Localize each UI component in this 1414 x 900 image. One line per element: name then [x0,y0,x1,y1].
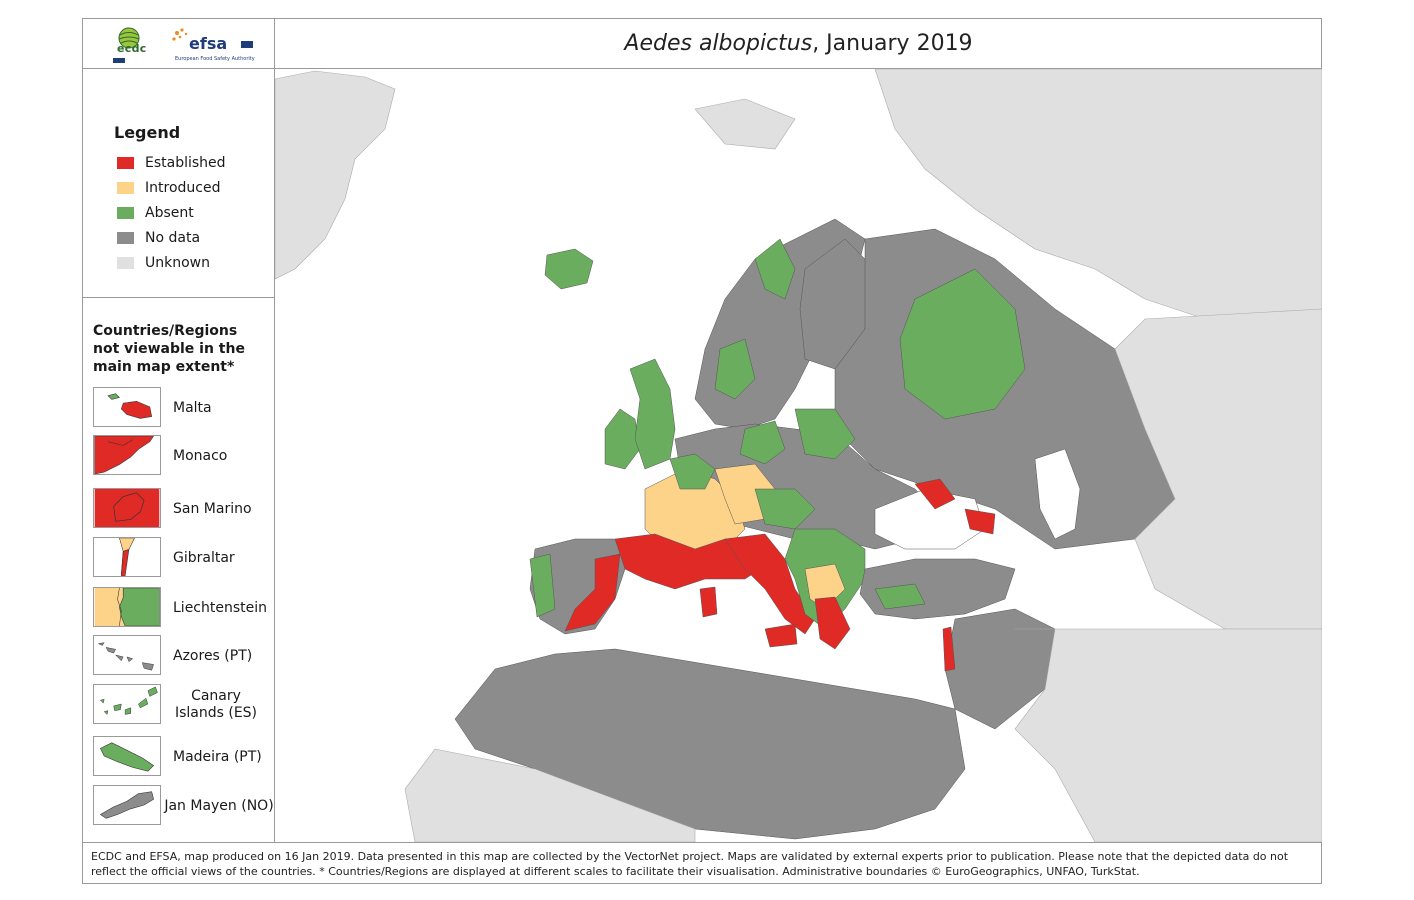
portugal-region [529,553,556,618]
inset-label-san-marino: San Marino [173,501,252,517]
legend-item-introduced: Introduced [117,180,220,196]
legend-item-unknown: Unknown [117,255,210,271]
central-asia-region [1114,308,1322,630]
austria-czech-region [754,488,816,530]
caspian-sea [1034,448,1081,540]
west-africa-region [404,748,696,842]
sweden-south-region [714,338,756,400]
legend-label: No data [145,230,201,246]
efsa-logo-subtitle: European Food Safety Authority [175,56,255,62]
inset-azores [93,635,161,675]
san-marino-shape-icon [94,489,160,527]
legend-swatch [117,257,134,269]
inset-liechtenstein [93,587,161,627]
title-period: , January 2019 [812,31,973,56]
legend-label: Established [145,155,226,171]
legend-sidebar: Legend Established Introduced Absent No … [83,69,275,842]
inset-san-marino [93,488,161,528]
inset-monaco [93,435,161,475]
inset-label-azores: Azores (PT) [173,648,253,664]
map-frame: ecdc efsa European Food Safety Authority… [82,18,1322,884]
legend-label: Absent [145,205,194,221]
legend-label: Unknown [145,255,210,271]
levant-coast-region [942,626,956,672]
legend-swatch [117,232,134,244]
north-norway-region [754,238,796,300]
inset-label-madeira: Madeira (PT) [173,749,262,765]
gibraltar-shape-icon [119,538,135,576]
legend-swatch [117,182,134,194]
efsa-logo-text: efsa [189,34,228,53]
inset-malta [93,387,161,427]
legend-swatch [117,157,134,169]
legend-divider [83,297,274,298]
inset-label-canary-islands: Canary Islands (ES) [174,688,258,721]
middle-east-region [944,608,1056,730]
logo-panel: ecdc efsa European Food Safety Authority [83,19,275,69]
arabia-region [1014,628,1322,842]
crimea-region [914,478,956,510]
canary-islands-shape-icon [99,686,158,715]
liechtenstein-shape-icon [94,588,160,626]
legend-swatch [117,207,134,219]
legend-label: Introduced [145,180,221,196]
monaco-shape-icon [94,436,160,474]
benelux-region [669,453,716,490]
inset-label-jan-mayen: Jan Mayen (NO) [164,798,274,814]
inset-label-malta: Malta [173,400,212,416]
europe-map-graphic [275,69,1322,842]
map-title: Aedes albopictus , January 2019 [275,19,1322,69]
inset-label-liechtenstein: Liechtenstein [173,600,268,616]
turkey-absent-region [874,583,926,610]
inset-gibraltar [93,537,161,577]
russia-absent-region [899,268,1026,420]
svalbard-region [694,98,796,150]
jan-mayen-shape-icon [99,791,154,819]
main-map [275,69,1322,842]
ecdc-logo-text: ecdc [117,42,147,55]
iceland-region [544,248,594,290]
caucasus-coast-region [964,508,996,535]
ecdc-logo-icon [113,27,140,63]
efsa-logo-icon [172,28,253,48]
baltic-region [739,420,786,465]
spain-east-region [564,553,621,632]
legend-item-no-data: No data [117,230,200,246]
greece-region [814,596,851,650]
northern-asia-region [874,69,1322,320]
inset-label-monaco: Monaco [173,448,228,464]
malta-shape-icon [107,393,153,419]
inset-label-gibraltar: Gibraltar [173,550,235,566]
inset-heading: Countries/Regions not viewable in the ma… [93,323,245,375]
italy-region [724,533,816,635]
inset-madeira [93,736,161,776]
map-footer-note: ECDC and EFSA, map produced on 16 Jan 20… [83,842,1322,884]
azores-shape-icon [97,642,154,671]
legend-item-absent: Absent [117,205,194,221]
greenland-region [275,70,396,280]
madeira-shape-icon [100,742,155,772]
belarus-region [794,408,856,460]
title-species: Aedes albopictus [624,31,813,56]
legend-title: Legend [114,123,181,142]
inset-jan-mayen [93,785,161,825]
sicily-region [764,623,798,648]
legend-item-established: Established [117,155,226,171]
inset-canary-islands [93,684,161,724]
sardinia-region [699,586,718,618]
